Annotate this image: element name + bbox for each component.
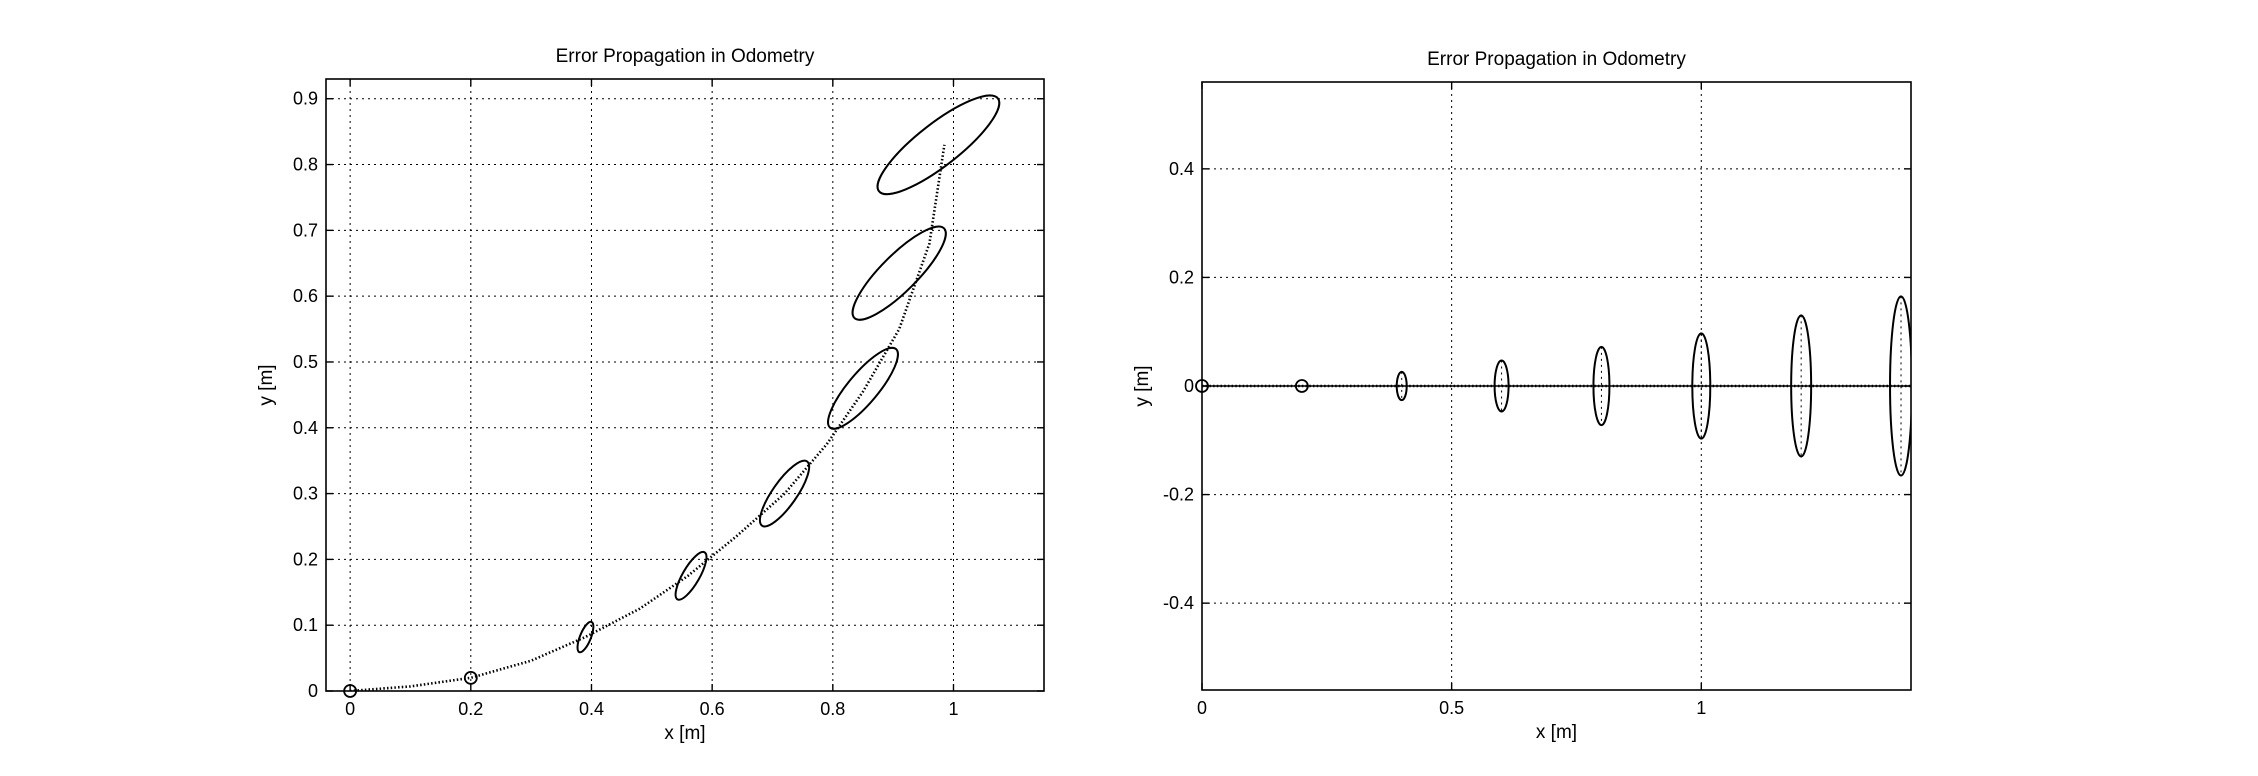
error-ellipse	[674, 550, 708, 601]
y-tick-label: 0.6	[293, 286, 318, 306]
y-tick-label: 0	[308, 681, 318, 701]
x-tick-label: 0.2	[458, 699, 483, 719]
error-ellipse	[827, 346, 899, 430]
plot-content	[350, 94, 1001, 691]
y-tick-label: 0.5	[293, 352, 318, 372]
x-tick-label: 0.5	[1439, 698, 1464, 718]
y-tick-label: 0.2	[1169, 267, 1194, 287]
x-axis-label: x [m]	[664, 723, 705, 744]
y-tick-label: 0.8	[293, 155, 318, 175]
y-axis-label: y [m]	[256, 364, 277, 405]
x-tick-label: 0.4	[579, 699, 604, 719]
error-ellipse	[758, 459, 811, 528]
x-tick-label: 0.8	[820, 699, 845, 719]
y-tick-label: 0.9	[293, 89, 318, 109]
y-tick-label: 0.3	[293, 484, 318, 504]
error-ellipse	[576, 620, 595, 654]
axes-frame	[1201, 81, 1912, 691]
error-ellipse	[876, 94, 1001, 196]
y-tick-label: 0	[1184, 376, 1194, 396]
axes-frame	[325, 78, 1045, 692]
y-tick-label: -0.2	[1163, 485, 1194, 505]
left-plot: 0 0.2 0.4 0.6 0.8 1 0 0.1 0.2 0.3 0.4 0.5 0.6 0.7 0.8 0…	[256, 46, 1045, 744]
y-axis-label: y [m]	[1132, 365, 1153, 406]
plot-content	[1202, 295, 1911, 477]
x-tick-label: 0.6	[700, 699, 725, 719]
right-plot: 0 0.5 1 -0.4 -0.2 0 0.2 0.4 Error Propagation in…	[1132, 49, 1912, 743]
x-tick-label: 1	[1696, 698, 1706, 718]
x-tick-label: 1	[948, 699, 958, 719]
x-tick-label: 0	[345, 699, 355, 719]
chart-title: Error Propagation in Odometry	[1427, 49, 1686, 70]
y-tick-label: 0.7	[293, 220, 318, 240]
error-ellipse	[851, 225, 947, 321]
y-tick-label: 0.1	[293, 615, 318, 635]
y-tick-label: 0.2	[293, 549, 318, 569]
x-tick-label: 0	[1197, 698, 1207, 718]
y-tick-label: 0.4	[293, 418, 318, 438]
start-marker	[463, 670, 478, 685]
y-tick-label: -0.4	[1163, 593, 1194, 613]
start-marker	[1294, 379, 1309, 393]
x-axis-label: x [m]	[1536, 722, 1577, 743]
y-tick-label: 0.4	[1169, 159, 1194, 179]
chart-title: Error Propagation in Odometry	[556, 46, 815, 67]
